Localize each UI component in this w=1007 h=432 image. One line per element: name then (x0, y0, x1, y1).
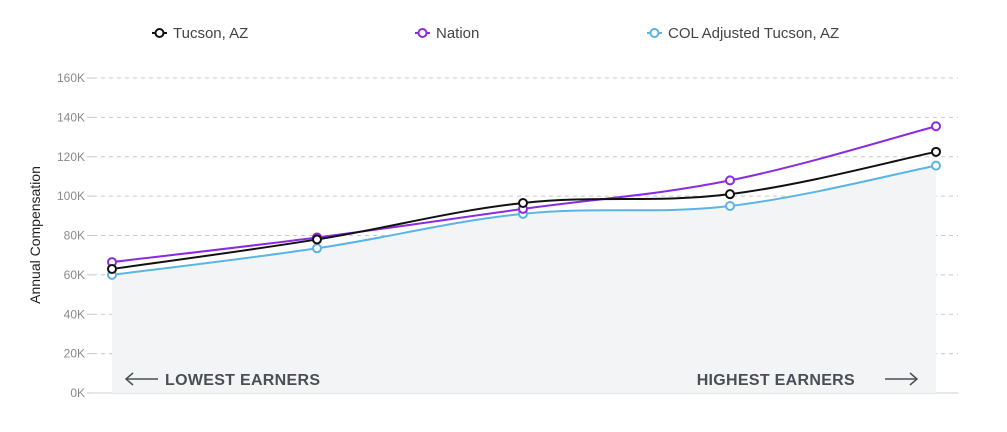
legend: Tucson, AZ Nation COL Adjusted Tucson, AZ (152, 25, 839, 42)
legend-label: Tucson, AZ (173, 25, 248, 42)
area-fill (112, 165, 936, 393)
highest-earners-annotation: HIGHEST EARNERS (697, 372, 919, 389)
legend-item-tucson-az[interactable]: Tucson, AZ (152, 25, 248, 42)
series-points (107, 121, 941, 280)
y-tick-label: 20K (64, 347, 85, 361)
data-point-tucson-az[interactable] (312, 234, 322, 245)
data-point-col-adjusted-tucson-az[interactable] (725, 200, 735, 211)
y-tick-label: 60K (64, 268, 85, 282)
area-fill-shape (112, 165, 936, 393)
data-point-col-adjusted-tucson-az[interactable] (931, 160, 941, 171)
highest-earners-label: HIGHEST EARNERS (697, 372, 855, 389)
data-point-tucson-az[interactable] (518, 198, 528, 209)
data-point-tucson-az[interactable] (107, 263, 117, 274)
data-point-tucson-az[interactable] (931, 146, 941, 157)
lowest-earners-label: LOWEST EARNERS (165, 372, 320, 389)
legend-circle-marker (649, 28, 660, 38)
y-tick-label: 40K (64, 307, 85, 321)
arrow-right-icon (885, 372, 919, 386)
y-tick-label: 120K (57, 150, 85, 164)
y-tick-label: 160K (57, 71, 85, 85)
legend-label: Nation (436, 25, 479, 42)
legend-item-nation[interactable]: Nation (415, 25, 479, 42)
y-tick-label: 140K (57, 110, 85, 124)
y-axis-ticks: 0K 20K 40K 60K 80K 100K 120K 140K 160K (57, 71, 93, 400)
y-tick-label: 100K (57, 189, 85, 203)
data-point-nation[interactable] (931, 121, 941, 132)
data-point-tucson-az[interactable] (725, 189, 735, 200)
arrow-left-icon (124, 372, 158, 386)
y-axis-label: Annual Compensation (27, 166, 43, 304)
lowest-earners-annotation: LOWEST EARNERS (124, 372, 320, 389)
legend-circle-marker (417, 28, 428, 38)
data-point-col-adjusted-tucson-az[interactable] (312, 243, 322, 254)
y-tick-label: 0K (70, 386, 85, 400)
legend-item-col-adjusted-tucson-az[interactable]: COL Adjusted Tucson, AZ (647, 25, 839, 42)
legend-circle-marker (154, 28, 165, 38)
data-point-nation[interactable] (725, 175, 735, 186)
legend-label: COL Adjusted Tucson, AZ (668, 25, 839, 42)
y-tick-label: 80K (64, 229, 85, 243)
